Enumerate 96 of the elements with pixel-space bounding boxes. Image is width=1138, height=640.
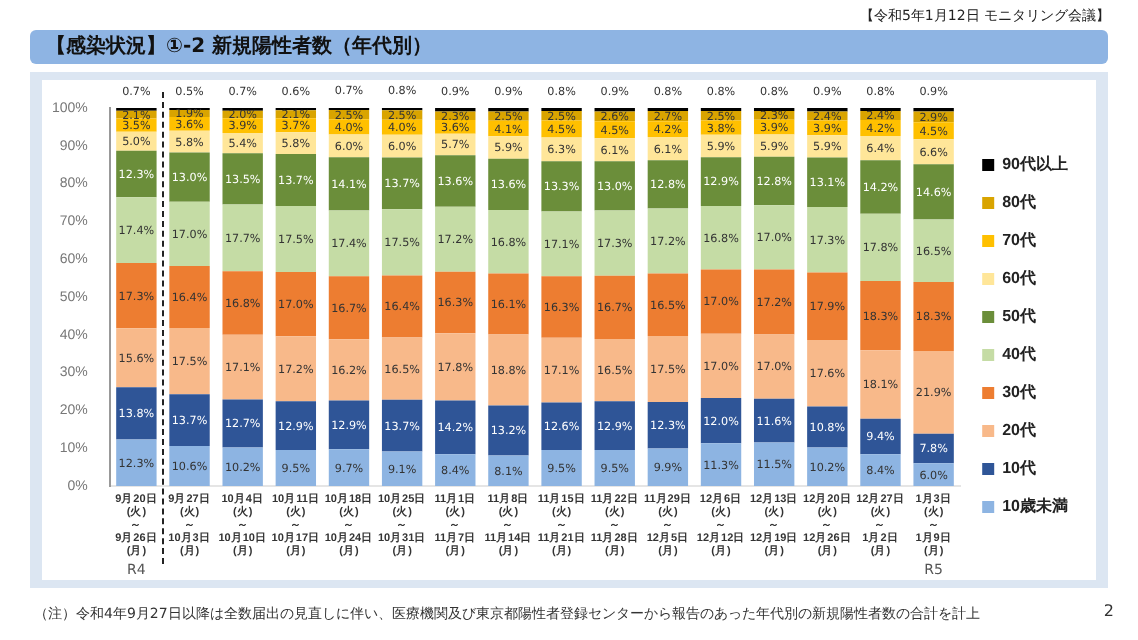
bar (594, 338, 635, 402)
bar (275, 154, 317, 206)
legend-label: 70代 (1002, 231, 1037, 250)
bar (328, 339, 370, 401)
bar (116, 150, 157, 198)
bar (913, 351, 954, 434)
bar (381, 209, 423, 276)
bar (488, 273, 529, 335)
bar (860, 160, 901, 214)
bar (594, 210, 635, 276)
bar (807, 272, 848, 341)
bar (169, 445, 210, 486)
bar (860, 281, 901, 351)
bar (807, 340, 848, 407)
bar (222, 399, 263, 448)
bar (169, 328, 210, 395)
bar (647, 273, 689, 336)
bar (753, 205, 795, 270)
bar (275, 272, 317, 337)
bar (647, 208, 689, 274)
bar (541, 402, 582, 451)
bar (913, 164, 954, 220)
bar (913, 281, 954, 352)
bar (169, 394, 210, 446)
bar (488, 210, 529, 274)
bar (222, 204, 263, 272)
bar (700, 269, 742, 334)
bar (116, 439, 157, 486)
bar (647, 402, 689, 449)
bar (222, 447, 263, 486)
bar (328, 449, 370, 486)
bar (222, 334, 263, 400)
bar (753, 334, 795, 399)
bar (381, 337, 423, 400)
bar (116, 387, 157, 440)
bar (807, 207, 848, 273)
bar (860, 454, 901, 486)
bar (435, 400, 476, 455)
bar (169, 152, 210, 202)
bar (116, 262, 157, 329)
bar (381, 157, 423, 210)
bar (700, 443, 742, 486)
bar (541, 161, 582, 212)
bar (381, 399, 423, 452)
bar (275, 336, 317, 402)
legend-label: 20代 (1002, 421, 1037, 440)
bar (169, 266, 210, 328)
bar (435, 206, 476, 272)
text: 2 (1103, 602, 1114, 620)
bar (488, 455, 529, 486)
bar (594, 275, 635, 339)
bar (700, 205, 742, 270)
bar (222, 271, 263, 335)
bar (647, 160, 689, 209)
bar (913, 219, 954, 282)
bar (860, 213, 901, 282)
bar (435, 155, 476, 207)
bar (435, 333, 476, 401)
bar (594, 401, 635, 451)
bar (700, 157, 742, 206)
bar (700, 333, 742, 398)
legend-label: 30代 (1002, 383, 1037, 402)
bar (488, 158, 529, 211)
bar (860, 418, 901, 455)
bar (435, 271, 476, 334)
legend-label: 80代 (1002, 193, 1037, 212)
legend-label: 60代 (1002, 269, 1037, 288)
bar (116, 197, 157, 263)
legend-label: 90代以上 (1002, 155, 1069, 174)
bar (169, 201, 210, 266)
bar (541, 276, 582, 338)
bar (328, 276, 370, 340)
bar (541, 337, 582, 403)
chart-title: 【感染状況】①-2 新規陽性者数（年代別） (30, 30, 1108, 64)
bar (116, 328, 157, 388)
legend-label: 10歳未満 (1002, 497, 1069, 516)
legend-label: 10代 (1002, 459, 1037, 478)
bar (275, 205, 317, 273)
bar (647, 335, 689, 403)
bar (860, 350, 901, 419)
legend-label: 50代 (1002, 307, 1037, 326)
bar (541, 211, 582, 277)
bar (381, 275, 423, 338)
bar (275, 401, 317, 451)
legend-label: 40代 (1002, 345, 1037, 364)
bar (488, 334, 529, 406)
bar (807, 447, 848, 486)
bar (541, 450, 582, 486)
bar (488, 405, 529, 456)
bar (807, 157, 848, 208)
bar (753, 398, 795, 443)
bar (753, 269, 795, 335)
bar (328, 210, 370, 277)
bar (328, 157, 370, 211)
bar (594, 161, 635, 211)
bar (222, 153, 263, 205)
